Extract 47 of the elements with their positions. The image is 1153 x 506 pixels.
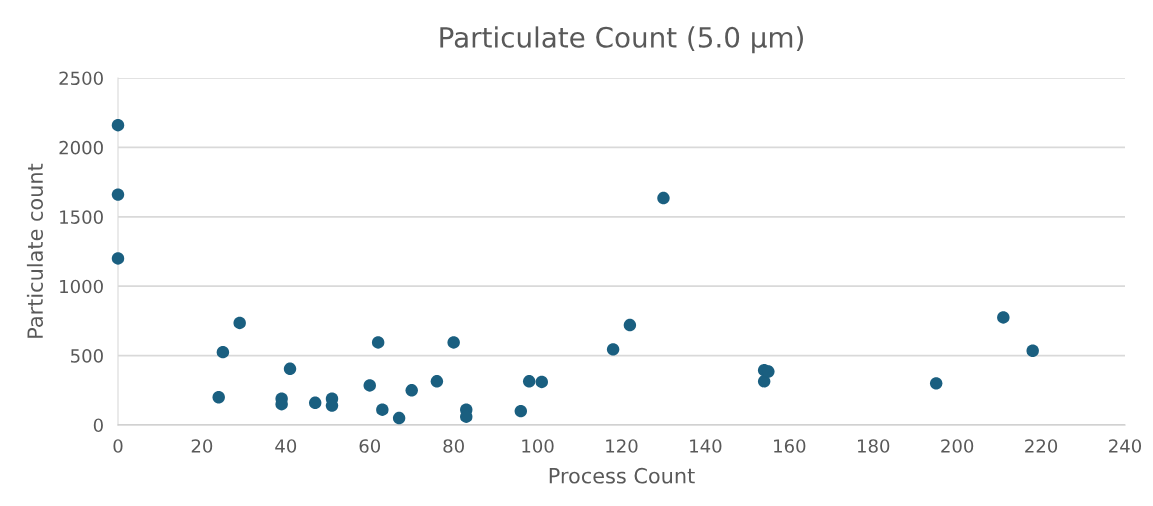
x-tick-label: 0	[113, 439, 123, 453]
y-tick-label: 0	[93, 418, 103, 433]
x-tick-label: 20	[191, 439, 213, 453]
point	[623, 318, 637, 332]
point	[308, 396, 322, 409]
point	[606, 343, 620, 356]
x-axis-title: Process Count	[549, 467, 695, 484]
x-tick-label: 200	[941, 439, 974, 453]
x-tick-label: 140	[690, 439, 722, 453]
point	[216, 345, 230, 359]
point	[447, 336, 460, 349]
point	[283, 362, 297, 375]
x-tick-label: 60	[359, 439, 381, 453]
point	[233, 316, 246, 330]
y-axis-title: Particulate count	[26, 163, 44, 338]
point	[929, 377, 943, 390]
point	[522, 375, 536, 388]
y-tick-label: 1000	[60, 279, 103, 294]
point	[111, 188, 125, 201]
x-tick-label: 80	[443, 439, 464, 453]
point	[757, 375, 771, 388]
point	[111, 252, 125, 265]
point	[430, 375, 444, 388]
x-tick-label: 100	[522, 439, 554, 453]
point	[371, 336, 385, 349]
point	[535, 375, 548, 389]
x-tick-label: 160	[774, 439, 806, 453]
x-tick-label: 40	[275, 439, 297, 453]
point	[111, 118, 125, 132]
point	[363, 379, 376, 392]
point	[514, 404, 528, 418]
y-tick-label: 500	[71, 349, 103, 363]
y-tick-label: 2500	[59, 71, 103, 86]
point	[657, 191, 670, 205]
point	[1026, 344, 1039, 357]
y-tick-label: 2000	[59, 140, 103, 155]
point	[376, 403, 389, 416]
x-tick-label: 180	[858, 439, 890, 453]
x-tick-label: 220	[1025, 439, 1058, 453]
point	[212, 391, 225, 404]
point	[997, 311, 1010, 324]
x-tick-label: 240	[1109, 439, 1142, 453]
point	[392, 411, 406, 425]
x-tick-label: 120	[606, 439, 638, 453]
point	[405, 384, 418, 397]
y-tick-label: 1500	[60, 210, 103, 224]
chart-title: Particulate Count (5.0 µm)	[440, 26, 803, 54]
